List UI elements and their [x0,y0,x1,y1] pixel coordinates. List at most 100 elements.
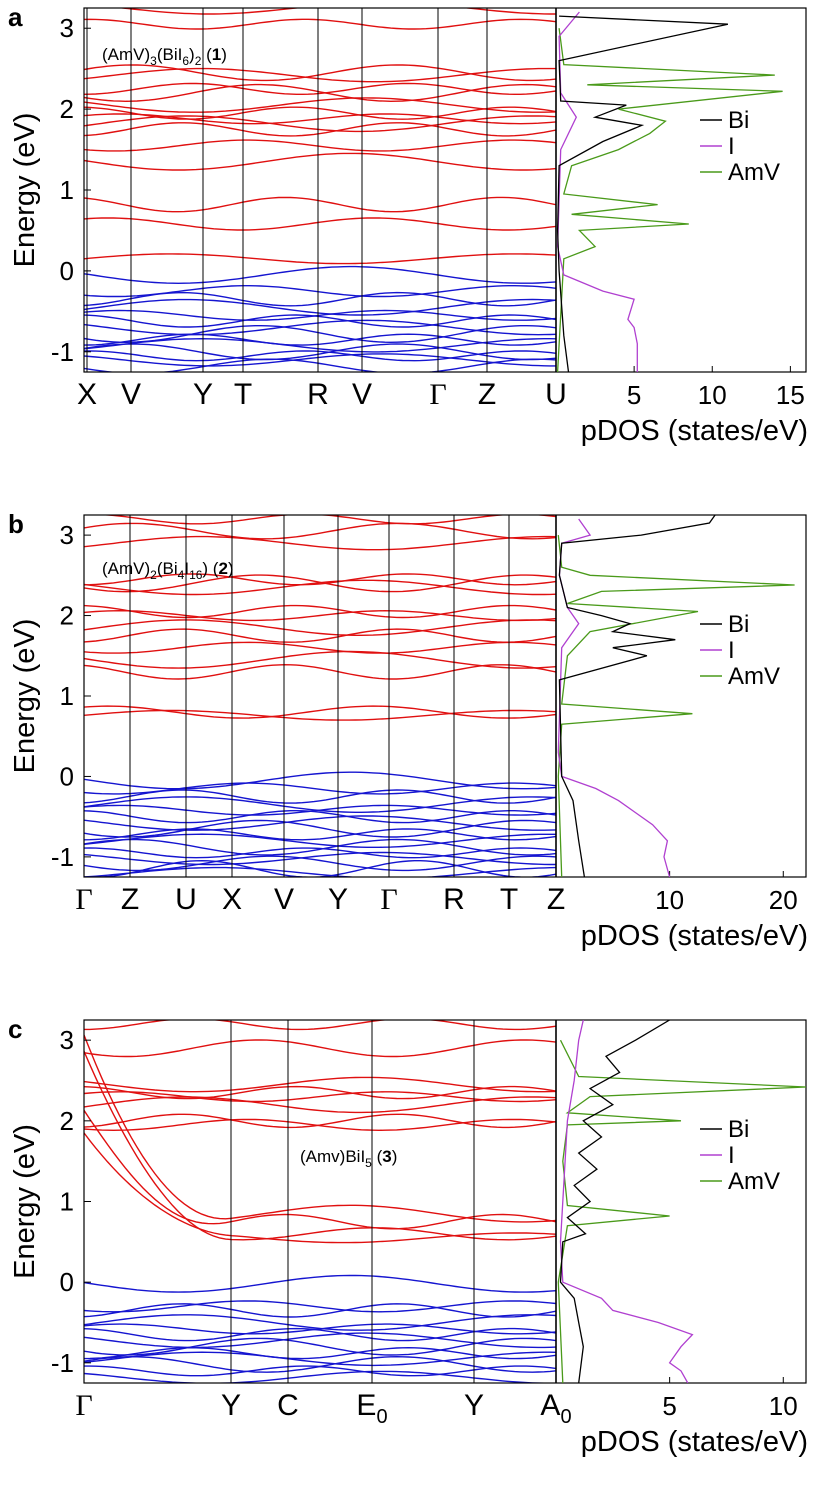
kpoint-label-1: V [121,378,141,411]
valence-band-11 [84,1365,556,1377]
dos-curves [557,1020,806,1383]
dos-curve-amv [556,28,783,372]
valence-band-9 [84,833,556,848]
kpoint-label-5: Y [328,883,348,916]
legend-entry-bi: Bi [728,107,749,134]
y-axis-label: Energy (eV) [9,113,41,268]
conduction-band-0 [84,709,556,721]
conduction-band-4 [84,641,556,654]
valence-band-4 [84,804,556,816]
kpoint-label-4: V [274,883,294,916]
valence-band-4 [84,309,556,321]
y-tick-label: 0 [60,761,74,791]
dos-tick-label: 5 [662,1391,676,1421]
legend-entry-i: I [728,1142,735,1169]
compound-label: (AmV)3​(BiI6​)2​ (1) [102,45,227,68]
y-tick-label: 0 [60,256,74,286]
valence-band-2 [84,1303,556,1318]
valence-band-10 [84,838,556,856]
conduction-band-3 [84,1034,556,1223]
valence-band-8 [84,1346,556,1360]
conduction-band-7 [84,1091,556,1103]
kpoint-label-2: U [175,883,197,916]
dos-axis-label: pDOS (states/eV) [581,920,808,952]
conduction-band-1 [84,1051,556,1241]
dos-curve-bi [559,1020,670,1383]
kpoint-label-2: Y [193,378,213,411]
conduction-band-6 [84,619,556,636]
kpoint-label-4: R [307,378,329,411]
y-tick-label: 3 [60,13,74,43]
valence-band-13 [84,358,556,372]
dos-curve-i [559,1020,694,1383]
y-tick-label: 3 [60,520,74,550]
valence-band-5 [84,810,556,824]
legend-entry-i: I [728,133,735,160]
valence-band-9 [84,1351,556,1367]
dos-curve-i [557,518,671,877]
kpoint-label-1: Z [121,883,139,916]
kpoint-label-0: Γ [75,883,92,916]
kpoint-label-3: X [222,883,242,916]
legend-entry-amv: AmV [728,159,780,186]
kpoint-label-8: T [500,883,518,916]
kpoint-label-8: U [545,378,567,411]
dos-tick-label: 10 [769,1391,798,1421]
conduction-band-15 [116,8,556,15]
conduction-band-10 [84,574,556,593]
valence-band-7 [84,1337,556,1356]
dos-tick-label: 10 [655,885,684,915]
conduction-band-3 [84,650,556,669]
kpoint-label-3: T [234,378,252,411]
kpoint-label-3: E0 [356,1389,387,1428]
conduction-band-7 [84,113,556,125]
dos-curve-bi [556,15,729,372]
y-tick-label: 0 [60,1267,74,1297]
kpoint-label-2: C [277,1389,299,1422]
kpoint-label-4: Y [464,1389,484,1422]
conduction-band-0 [84,253,556,265]
conduction-band-10 [84,83,556,103]
y-tick-label: -1 [51,337,74,367]
conduction-band-1 [84,217,556,231]
kpoint-label-9: Z [547,883,565,916]
conduction-band-13 [84,522,556,540]
valence-band-11 [84,350,556,362]
kpoint-label-5: V [352,378,372,411]
valence-band-10 [84,1355,556,1373]
valence-band-12 [84,1370,556,1383]
conduction-band-9 [84,97,556,113]
kpoint-label-5: A0 [540,1389,571,1428]
valence-band-7 [84,819,556,838]
conduction-band-11 [84,82,556,95]
y-tick-label: 1 [60,681,74,711]
kpoint-label-6: Γ [429,378,446,411]
conduction-band-2 [84,663,556,680]
y-tick-label: 2 [60,601,74,631]
valence-band-3 [84,298,556,316]
conduction-band-3 [84,152,556,171]
conduction-band-14 [84,18,556,30]
valence-band-8 [84,333,556,346]
dos-curve-amv [557,535,795,877]
y-axis-label: Energy (eV) [9,1124,41,1279]
conduction-band-5 [84,1113,556,1129]
dos-tick-label: 20 [769,885,798,915]
y-tick-label: 2 [60,1106,74,1136]
valence-band-9 [84,337,556,353]
conduction-band-4 [84,139,556,152]
conduction-band-8 [84,604,556,619]
conduction-band-1 [84,705,556,719]
conduction-band-8 [84,106,556,120]
conduction-band-12 [84,535,556,551]
valence-band-3 [84,1314,556,1331]
conduction-band-9 [84,1076,556,1093]
dos-curves [557,515,795,877]
y-tick-label: 2 [60,94,74,124]
valence-band-0 [84,1274,556,1293]
dos-axis-label: pDOS (states/eV) [581,415,808,447]
valence-band-15 [84,866,556,877]
